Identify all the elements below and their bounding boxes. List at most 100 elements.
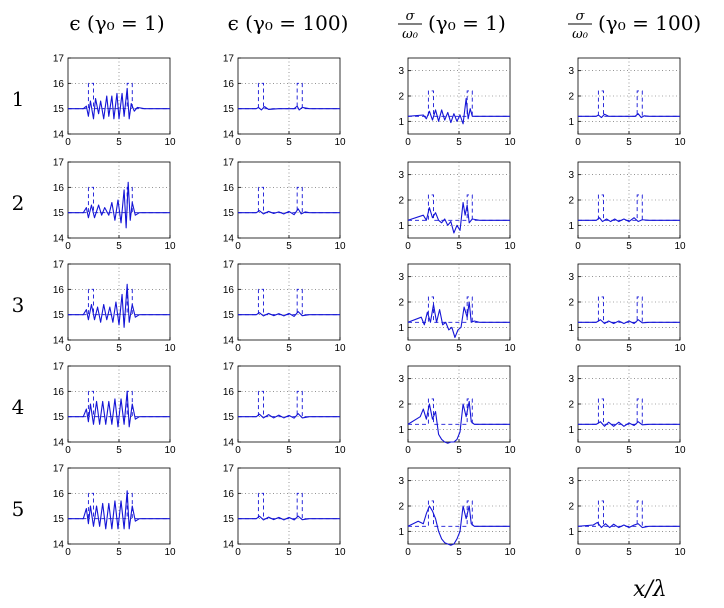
panel-r4-c1-reconstruction-line xyxy=(68,390,170,428)
panel-r3-c3-xtick-label: 0 xyxy=(405,343,411,354)
row-label-2: 2 xyxy=(12,191,25,215)
panel-r4-c3-xtick-label: 5 xyxy=(456,445,462,456)
panel-r5-c3-ytick-label: 1 xyxy=(398,527,404,538)
panel-r3-c1-ytick-label: 17 xyxy=(53,260,65,271)
column-title-1: ϵ (γ₀ = 1) xyxy=(69,11,164,35)
panel-r3-c2-xtick-label: 5 xyxy=(286,343,292,354)
panel-r4-c4-xtick-label: 0 xyxy=(575,445,581,456)
panel-r3-c2-reconstruction-line xyxy=(238,311,340,317)
column-title-3-suffix: (γ₀ = 1) xyxy=(428,11,506,35)
panel-r3-c4-reconstruction-line xyxy=(578,319,680,325)
panel-r3-c1-reconstruction-line xyxy=(68,283,170,328)
panel-r1-c1-xtick-label: 5 xyxy=(116,137,122,148)
panel-r1-c2-reconstruction-line xyxy=(238,105,340,111)
panel-r3-c2-ytick-label: 16 xyxy=(223,285,235,296)
panel-r4-c1-xtick-label: 10 xyxy=(164,445,176,456)
row-label-1: 1 xyxy=(12,87,25,111)
panel-r5-c2-ytick-label: 14 xyxy=(223,540,235,551)
panel-r4-c4-ytick-label: 3 xyxy=(568,374,574,385)
panel-r5-c2-xtick-label: 0 xyxy=(235,547,241,558)
panel-r5-c1-reconstruction-line xyxy=(68,490,170,530)
panel-r2-c1-ytick-label: 17 xyxy=(53,158,65,169)
panel-r1-c2-xtick-label: 10 xyxy=(334,137,346,148)
panel-r1-c4-xtick-label: 10 xyxy=(674,137,686,148)
panel-r3-c2-xtick-label: 10 xyxy=(334,343,346,354)
panel-r1-c2-ytick-label: 17 xyxy=(223,54,235,65)
panel-r5-c3-target-profile xyxy=(408,500,510,527)
panel-r1-c3-ytick-label: 3 xyxy=(398,66,404,77)
panel-r1-c2-xtick-label: 0 xyxy=(235,137,241,148)
row-label-5: 5 xyxy=(12,497,25,521)
panel-r2-c1-ytick-label: 15 xyxy=(53,208,65,219)
panel-r5-c3-ytick-label: 2 xyxy=(398,502,404,513)
panel-r5-c3-xtick-label: 0 xyxy=(405,547,411,558)
panel-r1-c1-ytick-label: 17 xyxy=(53,54,65,65)
panel-r2-c4-ytick-label: 1 xyxy=(568,221,574,232)
panel-r3-c3-xtick-label: 10 xyxy=(504,343,516,354)
panel-r2-c1-xtick-label: 5 xyxy=(116,241,122,252)
panel-r3-c3-xtick-label: 5 xyxy=(456,343,462,354)
panel-r2-c3-ytick-label: 2 xyxy=(398,196,404,207)
panel-r4-c2-target-profile xyxy=(238,390,340,418)
panel-r1-c4-reconstruction-line xyxy=(578,113,680,119)
panel-r4-c4-target-profile xyxy=(578,398,680,425)
panel-r2-c2-ytick-label: 15 xyxy=(223,208,235,219)
panel-r5-c1-xtick-label: 10 xyxy=(164,547,176,558)
panel-r2-c1-ytick-label: 14 xyxy=(53,234,65,245)
panel-r3-c3-ytick-label: 1 xyxy=(398,323,404,334)
panel-r3-c4-xtick-label: 5 xyxy=(626,343,632,354)
panel-r1-c2-ytick-label: 16 xyxy=(223,79,235,90)
panel-r1-c2-ytick-label: 15 xyxy=(223,104,235,115)
panel-r3-c3-ytick-label: 3 xyxy=(398,272,404,283)
panel-r2-c4-ytick-label: 2 xyxy=(568,196,574,207)
panel-r4-c3-target-profile xyxy=(408,398,510,425)
panel-r1-c3-reconstruction-line xyxy=(407,97,510,125)
panel-r5-c3-xtick-label: 5 xyxy=(456,547,462,558)
panel-r1-c2-ytick-label: 14 xyxy=(223,130,235,141)
panel-r4-c3-xtick-label: 0 xyxy=(405,445,411,456)
panel-r1-c1-ytick-label: 15 xyxy=(53,104,65,115)
panel-r4-c4-ytick-label: 1 xyxy=(568,425,574,436)
panel-r4-c2-reconstruction-line xyxy=(238,413,340,419)
panel-r5-c1-xtick-label: 5 xyxy=(116,547,122,558)
panel-r2-c2-xtick-label: 10 xyxy=(334,241,346,252)
panel-r4-c1-xtick-label: 5 xyxy=(116,445,122,456)
panel-r2-c2-xtick-label: 5 xyxy=(286,241,292,252)
panel-r5-c4-xtick-label: 0 xyxy=(575,547,581,558)
x-axis-label: x/λ xyxy=(633,577,667,602)
panel-r2-c4-reconstruction-line xyxy=(578,217,680,223)
panel-r1-c4-ytick-label: 2 xyxy=(568,92,574,103)
panel-r3-c4-ytick-label: 1 xyxy=(568,323,574,334)
panel-r2-c1-xtick-label: 0 xyxy=(65,241,71,252)
panel-r5-c2-reconstruction-line xyxy=(238,515,340,521)
panel-r5-c4-xtick-label: 10 xyxy=(674,547,686,558)
panel-r4-c3-ytick-label: 3 xyxy=(398,374,404,385)
panel-r4-c3-xtick-label: 10 xyxy=(504,445,516,456)
panel-r1-c4-xtick-label: 5 xyxy=(626,137,632,148)
panel-r5-c4-ytick-label: 2 xyxy=(568,502,574,513)
panel-r2-c2-xtick-label: 0 xyxy=(235,241,241,252)
panel-r2-c3-ytick-label: 1 xyxy=(398,221,404,232)
panel-r1-c1-ytick-label: 14 xyxy=(53,130,65,141)
panel-r4-c1-ytick-label: 14 xyxy=(53,438,65,449)
column-title-3-numerator: σ xyxy=(406,9,416,24)
panel-r2-c3-ytick-label: 3 xyxy=(398,170,404,181)
panel-r4-c4-reconstruction-line xyxy=(578,421,680,427)
panel-r4-c2-xtick-label: 10 xyxy=(334,445,346,456)
panel-r2-c2-reconstruction-line xyxy=(238,208,340,216)
panel-r4-c2-ytick-label: 14 xyxy=(223,438,235,449)
panel-r2-c3-reconstruction-line xyxy=(407,201,510,234)
panel-r1-c4-ytick-label: 1 xyxy=(568,117,574,128)
panel-r4-c2-xtick-label: 5 xyxy=(286,445,292,456)
panel-r5-c2-ytick-label: 16 xyxy=(223,489,235,500)
panel-r2-c4-xtick-label: 0 xyxy=(575,241,581,252)
panel-r4-c4-ytick-label: 2 xyxy=(568,400,574,411)
panel-r5-c1-ytick-label: 16 xyxy=(53,489,65,500)
row-label-3: 3 xyxy=(12,293,25,317)
panel-r5-c2-xtick-label: 10 xyxy=(334,547,346,558)
panel-r5-c2-xtick-label: 5 xyxy=(286,547,292,558)
panel-r2-c1-ytick-label: 16 xyxy=(53,183,65,194)
panel-r1-c3-ytick-label: 2 xyxy=(398,92,404,103)
panel-r2-c3-target-profile xyxy=(408,194,510,221)
panel-r4-c2-ytick-label: 17 xyxy=(223,362,235,373)
